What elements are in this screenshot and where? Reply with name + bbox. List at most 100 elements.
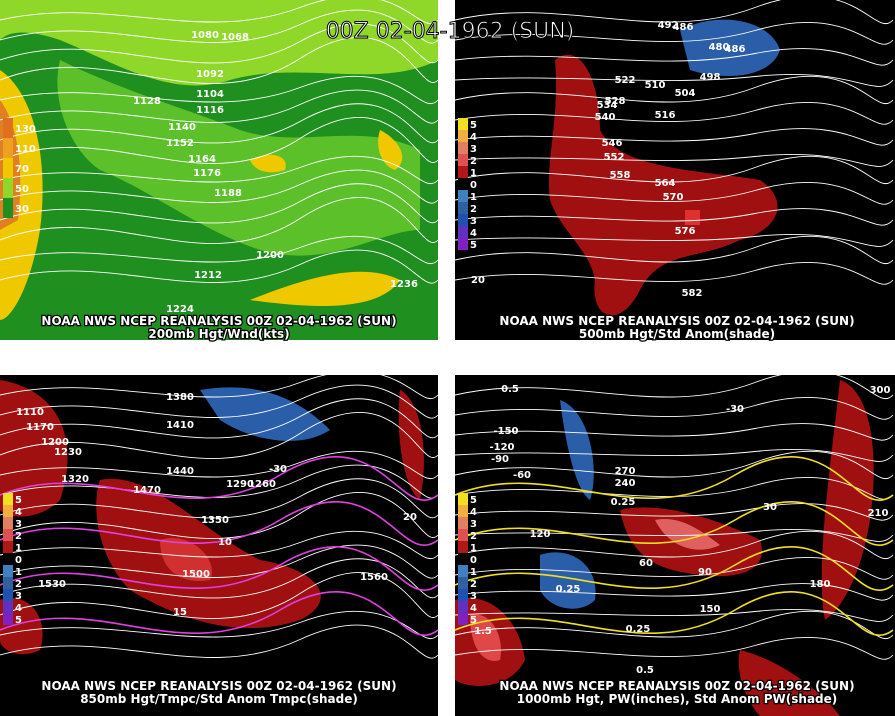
legend-swatch xyxy=(3,589,13,601)
contour-label: -30 xyxy=(726,404,744,415)
contour-label: 1350 xyxy=(201,515,229,526)
legend-label: 5 xyxy=(15,495,22,506)
legend-label: 2 xyxy=(470,156,477,167)
contour-line xyxy=(454,208,894,226)
contour-label: -90 xyxy=(491,454,509,465)
legend-label: 4 xyxy=(15,507,22,518)
contour-label: 1500 xyxy=(182,569,210,580)
legend-label: 2 xyxy=(15,531,22,542)
legend-label: 3 xyxy=(470,591,477,602)
contour-label: 1080 xyxy=(191,30,219,41)
legend-swatch xyxy=(458,238,468,250)
legend-swatch xyxy=(3,493,13,505)
contour-label: 180 xyxy=(810,579,831,590)
legend-label: 0 xyxy=(15,555,22,566)
contour-label: 1068 xyxy=(221,32,249,43)
contour-line xyxy=(454,583,894,601)
legend-swatch xyxy=(458,214,468,226)
contour-label: 1320 xyxy=(61,474,89,485)
legend-swatch xyxy=(458,226,468,238)
legend-swatch xyxy=(458,613,468,625)
contour-line xyxy=(454,182,894,205)
contour-line xyxy=(0,501,439,547)
contour-label: 0.25 xyxy=(626,624,651,635)
legend-label: 1 xyxy=(470,168,477,179)
contour-label: 15 xyxy=(173,607,187,618)
legend-swatch xyxy=(458,130,468,142)
contour-line xyxy=(0,0,439,25)
legend-swatch xyxy=(458,493,468,505)
contour-line xyxy=(0,610,439,640)
legend-label: 3 xyxy=(470,144,477,155)
contour-lines xyxy=(0,0,894,660)
legend-swatch xyxy=(3,517,13,529)
contour-line xyxy=(454,610,894,640)
contour-line xyxy=(0,89,439,124)
contour-label: 1230 xyxy=(54,447,82,458)
legend-label: 110 xyxy=(15,144,36,155)
legend-swatch xyxy=(458,142,468,154)
map-title: 00Z 02-04-1962 (SUN) xyxy=(326,19,575,44)
contour-label: 1470 xyxy=(133,485,161,496)
contour-label: 540 xyxy=(595,112,616,123)
legend-swatch xyxy=(458,178,468,190)
contour-label: 1104 xyxy=(196,89,224,100)
panel-caption: NOAA NWS NCEP REANALYSIS 00Z 02-04-1962 … xyxy=(41,679,396,693)
legend-swatch xyxy=(3,158,13,178)
contour-label: 60 xyxy=(639,558,653,569)
legend-swatch xyxy=(458,517,468,529)
contour-line xyxy=(454,234,894,247)
legend-label: 30 xyxy=(15,204,29,215)
legend-label: 2 xyxy=(15,579,22,590)
contour-line xyxy=(454,22,894,45)
contour-label: 1128 xyxy=(133,96,161,107)
contour-label: 1164 xyxy=(188,154,216,165)
contour-label: -60 xyxy=(513,470,531,481)
legend-label: 5 xyxy=(15,615,22,626)
legend-label: 3 xyxy=(15,519,22,530)
panel-caption: 1000mb Hgt, PW(inches), Std Anom PW(shad… xyxy=(517,692,838,706)
contour-line xyxy=(0,591,439,637)
legend-label: 4 xyxy=(470,228,477,239)
contour-line xyxy=(454,503,894,521)
contour-label: 1200 xyxy=(41,437,69,448)
contour-label: 1110 xyxy=(16,407,44,418)
legend-swatch xyxy=(3,541,13,553)
panel-caption: NOAA NWS NCEP REANALYSIS 00Z 02-04-1962 … xyxy=(41,314,396,328)
contour-label: -150 xyxy=(493,426,518,437)
legend-swatch xyxy=(3,178,13,198)
contour-label: 528 xyxy=(605,96,626,107)
contour-label: 522 xyxy=(615,75,636,86)
contour-label: 486 xyxy=(673,22,694,33)
contour-line xyxy=(0,9,439,44)
legend-swatch xyxy=(458,577,468,589)
contour-label: 576 xyxy=(675,226,696,237)
contour-line xyxy=(454,546,894,592)
legend-swatch xyxy=(3,601,13,613)
contour-label: 1560 xyxy=(360,572,388,583)
legend-label: 5 xyxy=(470,615,477,626)
contour-line xyxy=(0,546,439,592)
legend-label: 130 xyxy=(15,124,36,135)
legend-swatch xyxy=(3,138,13,158)
contour-line xyxy=(454,637,894,660)
contour-label: -120 xyxy=(489,442,514,453)
contour-line xyxy=(0,75,439,105)
legend-swatch xyxy=(3,505,13,517)
legend-swatch xyxy=(458,601,468,613)
legend-label: 1 xyxy=(470,192,477,203)
contour-label: 30 xyxy=(763,502,777,513)
legend-swatch xyxy=(458,589,468,601)
contour-label: 0.25 xyxy=(556,584,581,595)
legend-label: 2 xyxy=(470,579,477,590)
legend-label: 1 xyxy=(470,567,477,578)
contour-label: 1440 xyxy=(166,466,194,477)
contour-label: 1236 xyxy=(390,279,418,290)
legend-swatch xyxy=(458,154,468,166)
legend-label: 0 xyxy=(470,555,477,566)
contour-label: 552 xyxy=(604,152,625,163)
legend-label: 3 xyxy=(470,519,477,530)
legend-label: 1 xyxy=(15,543,22,554)
legend-swatch xyxy=(458,118,468,130)
contour-line xyxy=(454,235,894,265)
